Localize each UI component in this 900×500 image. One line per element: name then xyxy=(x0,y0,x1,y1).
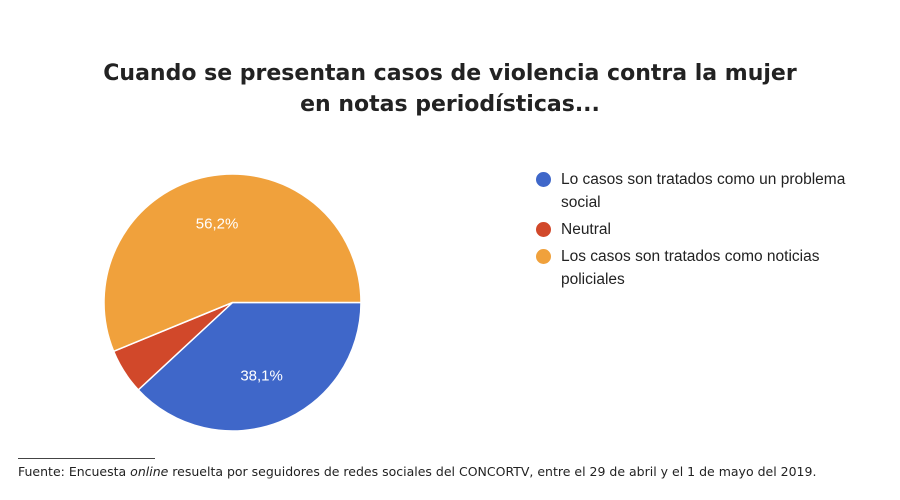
source-note: Fuente: Encuesta online resuelta por seg… xyxy=(18,464,816,479)
legend-item-social[interactable]: Lo casos son tratados como un problema s… xyxy=(536,168,866,214)
pie-slice-policial[interactable] xyxy=(103,173,362,353)
pie-slice-social[interactable] xyxy=(137,301,362,432)
source-emphasis: online xyxy=(130,464,169,479)
slice-label-social: 38,1% xyxy=(240,368,283,385)
legend-swatch-policial xyxy=(536,249,551,264)
legend-swatch-neutral xyxy=(536,222,551,237)
chart-legend: Lo casos son tratados como un problema s… xyxy=(536,168,866,295)
footnote-divider xyxy=(18,458,155,459)
source-prefix: Fuente: Encuesta xyxy=(18,464,131,479)
chart-title-line-1: Cuando se presentan casos de violencia c… xyxy=(103,61,797,86)
legend-item-neutral[interactable]: Neutral xyxy=(536,218,866,241)
legend-label-policial: Los casos son tratados como noticias pol… xyxy=(561,248,820,288)
legend-label-social: Lo casos son tratados como un problema s… xyxy=(561,171,846,211)
slice-label-policial: 56,2% xyxy=(196,215,239,232)
pie-chart: 38,1% 56,2% xyxy=(103,173,362,432)
chart-title-line-2: en notas periodísticas... xyxy=(300,92,600,117)
legend-label-neutral: Neutral xyxy=(561,221,611,238)
legend-swatch-social xyxy=(536,172,551,187)
chart-title: Cuando se presentan casos de violencia c… xyxy=(0,58,900,120)
source-suffix: resuelta por seguidores de redes sociale… xyxy=(168,464,817,479)
legend-item-policial[interactable]: Los casos son tratados como noticias pol… xyxy=(536,245,866,291)
